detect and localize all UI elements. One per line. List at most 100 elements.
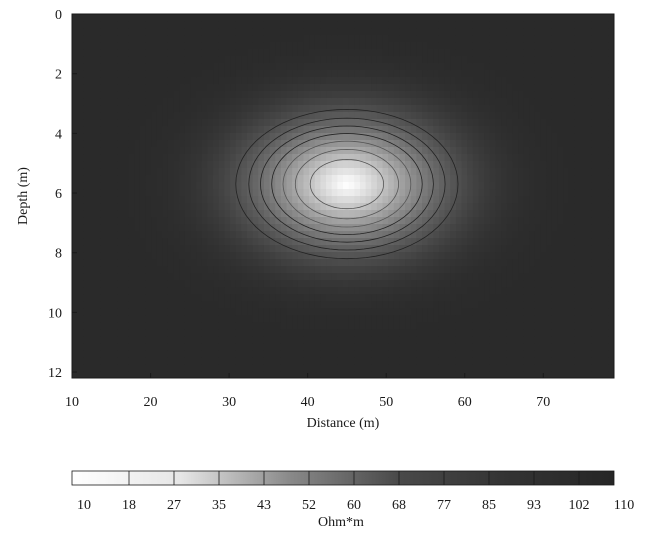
heatmap-cell bbox=[247, 252, 254, 260]
heatmap-cell bbox=[247, 280, 254, 288]
heatmap-cell bbox=[72, 224, 79, 232]
heatmap-cell bbox=[88, 14, 96, 22]
heatmap-cell bbox=[297, 238, 305, 246]
heatmap-cell bbox=[399, 84, 406, 92]
heatmap-cell bbox=[303, 154, 310, 162]
heatmap-cell bbox=[393, 182, 401, 190]
heatmap-cell bbox=[388, 126, 395, 134]
heatmap-cell bbox=[207, 224, 214, 232]
heatmap-cell bbox=[235, 77, 242, 85]
heatmap-cell bbox=[179, 154, 186, 162]
heatmap-cell bbox=[348, 259, 355, 267]
heatmap-cell bbox=[94, 98, 101, 106]
heatmap-cell bbox=[557, 119, 564, 127]
heatmap-cell bbox=[207, 329, 214, 337]
heatmap-cell bbox=[309, 231, 316, 239]
heatmap-cell bbox=[591, 294, 598, 302]
heatmap-cell bbox=[201, 224, 209, 232]
heatmap-cell bbox=[230, 357, 237, 365]
heatmap-cell bbox=[83, 350, 90, 358]
heatmap-cell bbox=[354, 56, 361, 64]
heatmap-cell bbox=[557, 91, 564, 99]
heatmap-cell bbox=[167, 371, 175, 378]
heatmap-cell bbox=[484, 280, 491, 288]
heatmap-cell bbox=[591, 210, 598, 218]
heatmap-cell bbox=[105, 175, 113, 183]
heatmap-cell bbox=[83, 126, 90, 134]
heatmap-cell bbox=[337, 245, 344, 253]
heatmap-cell bbox=[438, 133, 446, 141]
heatmap-cell bbox=[252, 84, 259, 92]
heatmap-cell bbox=[167, 238, 175, 246]
heatmap-cell bbox=[343, 154, 350, 162]
heatmap-cell bbox=[608, 245, 614, 253]
heatmap-cell bbox=[173, 140, 180, 148]
heatmap-cell bbox=[518, 273, 525, 281]
heatmap-cell bbox=[280, 322, 288, 330]
heatmap-cell bbox=[292, 203, 299, 211]
heatmap-cell bbox=[489, 308, 497, 316]
heatmap-cell bbox=[455, 259, 463, 267]
heatmap-cell bbox=[359, 364, 367, 372]
heatmap-cell bbox=[382, 133, 389, 141]
heatmap-cell bbox=[478, 28, 485, 36]
heatmap-cell bbox=[484, 70, 491, 78]
heatmap-cell bbox=[399, 259, 406, 267]
heatmap-cell bbox=[506, 168, 513, 176]
heatmap-cell bbox=[286, 245, 293, 253]
heatmap-cell bbox=[388, 84, 395, 92]
heatmap-cell bbox=[393, 357, 401, 365]
heatmap-cell bbox=[529, 308, 536, 316]
heatmap-cell bbox=[139, 210, 146, 218]
heatmap-cell bbox=[292, 266, 299, 274]
heatmap-cell bbox=[77, 336, 84, 344]
heatmap-cell bbox=[235, 70, 242, 78]
heatmap-cell bbox=[422, 133, 429, 141]
heatmap-cell bbox=[354, 210, 361, 218]
heatmap-cell bbox=[105, 147, 113, 155]
heatmap-cell bbox=[478, 49, 485, 57]
heatmap-cell bbox=[405, 301, 412, 309]
heatmap-cell bbox=[105, 315, 113, 323]
heatmap-cell bbox=[438, 224, 446, 232]
heatmap-cell bbox=[580, 203, 587, 211]
heatmap-cell bbox=[518, 238, 525, 246]
heatmap-cell bbox=[252, 77, 259, 85]
heatmap-cell bbox=[416, 189, 423, 197]
heatmap-cell bbox=[156, 112, 163, 120]
heatmap-cell bbox=[201, 280, 209, 288]
heatmap-cell bbox=[529, 105, 536, 113]
heatmap-cell bbox=[151, 252, 158, 260]
heatmap-cell bbox=[450, 245, 457, 253]
heatmap-cell bbox=[348, 336, 355, 344]
heatmap-cell bbox=[241, 91, 248, 99]
heatmap-cell bbox=[551, 189, 559, 197]
heatmap-cell bbox=[196, 224, 203, 232]
heatmap-cell bbox=[568, 224, 576, 232]
heatmap-cell bbox=[478, 112, 485, 120]
heatmap-cell bbox=[399, 350, 406, 358]
heatmap-cell bbox=[179, 21, 186, 29]
heatmap-cell bbox=[303, 91, 310, 99]
heatmap-cell bbox=[337, 133, 344, 141]
heatmap-cell bbox=[331, 343, 338, 351]
heatmap-cell bbox=[139, 245, 146, 253]
heatmap-cell bbox=[230, 56, 237, 64]
heatmap-cell bbox=[574, 91, 581, 99]
heatmap-cell bbox=[585, 217, 593, 225]
heatmap-cell bbox=[444, 210, 451, 218]
heatmap-cell bbox=[518, 224, 525, 232]
heatmap-cell bbox=[314, 343, 322, 351]
heatmap-cell bbox=[354, 301, 361, 309]
heatmap-cell bbox=[433, 364, 440, 372]
heatmap-cell bbox=[309, 21, 316, 29]
heatmap-cell bbox=[167, 315, 175, 323]
heatmap-cell bbox=[207, 56, 214, 64]
heatmap-cell bbox=[574, 336, 581, 344]
heatmap-cell bbox=[230, 168, 237, 176]
heatmap-cell bbox=[365, 210, 372, 218]
heatmap-cell bbox=[72, 147, 79, 155]
heatmap-cell bbox=[489, 329, 497, 337]
heatmap-cell bbox=[292, 140, 299, 148]
heatmap-cell bbox=[72, 287, 79, 295]
